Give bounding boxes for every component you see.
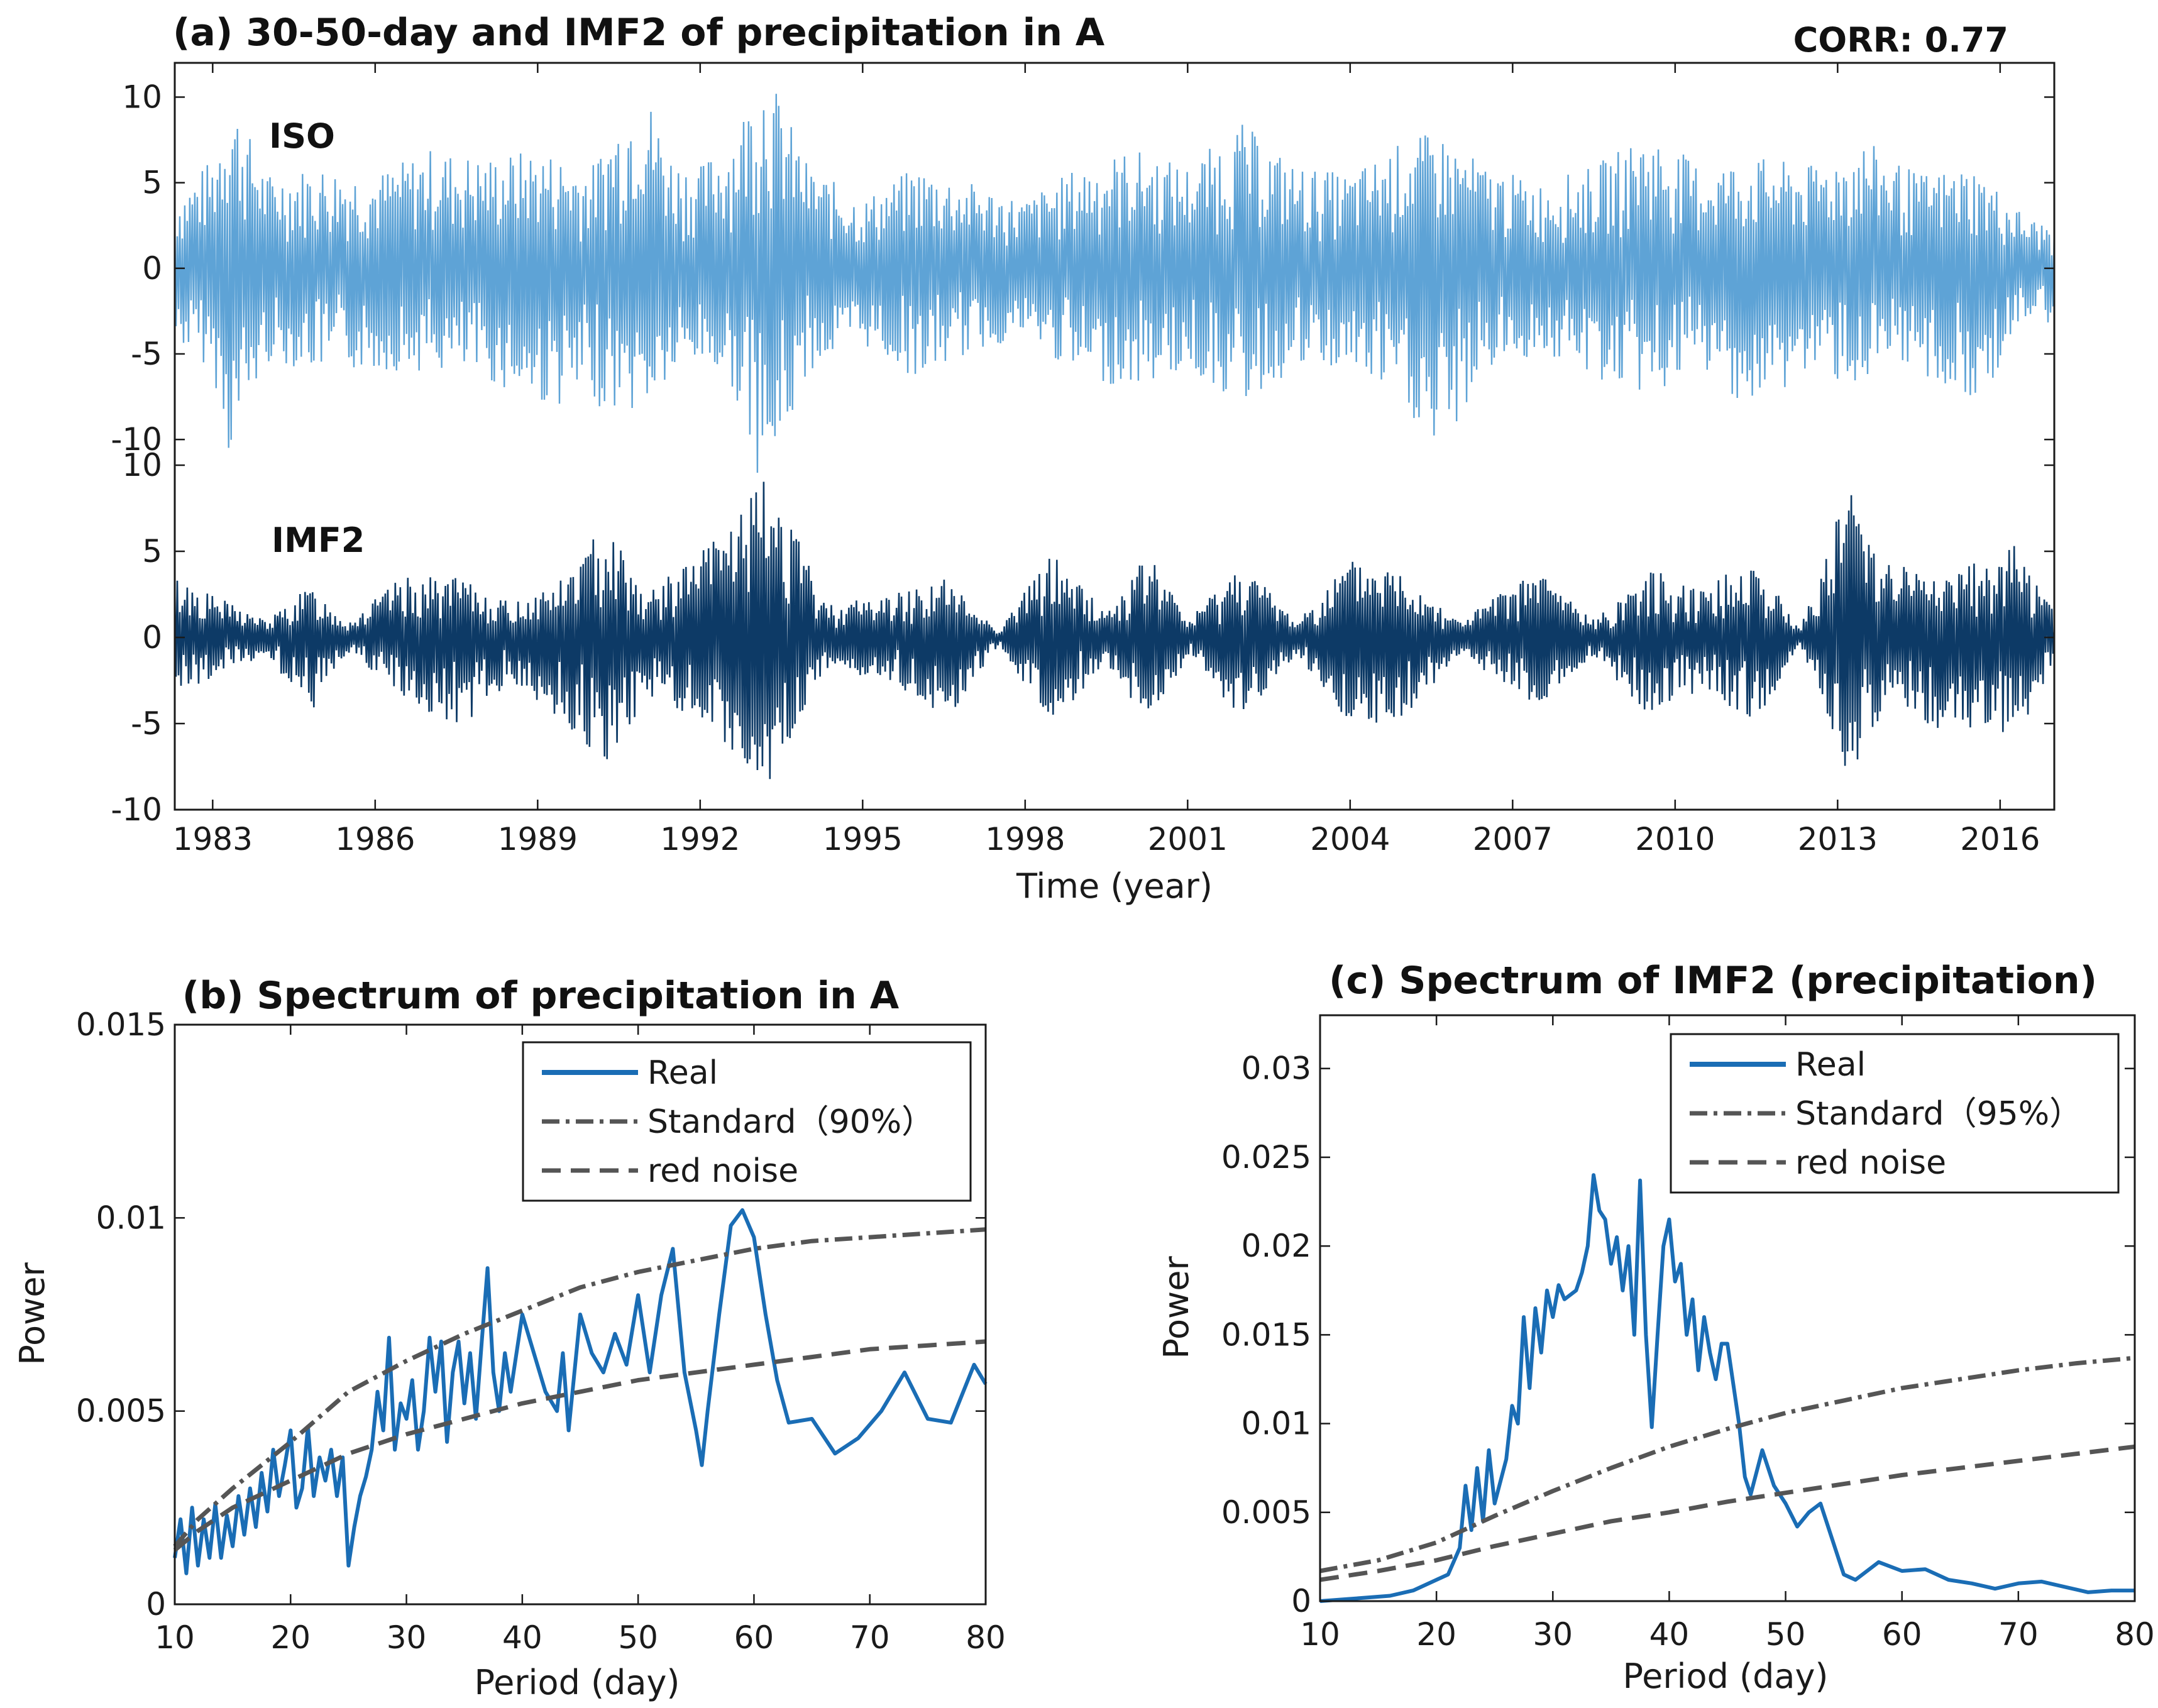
x-tick-label: 2010 xyxy=(1635,821,1715,857)
x-tick-label: 2013 xyxy=(1798,821,1878,857)
x-tick-label: 80 xyxy=(2115,1616,2155,1653)
series-red-noise-line xyxy=(173,1339,986,1552)
imf2-label: IMF2 xyxy=(272,521,365,560)
legend-rednoise-label: red noise xyxy=(1795,1144,1946,1182)
x-tick-label: 80 xyxy=(966,1619,1006,1656)
x-tick-label: 70 xyxy=(850,1619,890,1656)
y-tick-label: 0.01 xyxy=(96,1199,166,1236)
panel-b-legend: Real Standard（90%） red noise xyxy=(522,1041,972,1202)
panel-b: (b) Spectrum of precipitation in A 10 20 3… xyxy=(13,974,1006,1702)
imf2-series xyxy=(173,482,2056,780)
x-tick-label: 60 xyxy=(1882,1616,1922,1653)
series-standard-95-line xyxy=(1319,1355,2135,1573)
panel-c-axes-frame xyxy=(1319,1014,2136,1602)
x-tick-label: 30 xyxy=(1533,1616,1573,1653)
panel-c-ticks: 10 20 30 40 50 60 70 80 0 0.005 0.01 0.015 0.02 0.025… xyxy=(1221,1015,2155,1653)
imf2-line xyxy=(173,482,2056,780)
panel-c-ylabel: Power xyxy=(1157,1256,1196,1359)
imf2-y-tick-label: -10 xyxy=(111,791,162,828)
correlation-label: CORR: 0.77 xyxy=(1793,20,2008,60)
series-red-noise-line xyxy=(1319,1444,2135,1582)
series-real-line xyxy=(173,1208,988,1575)
y-tick-label: 0.02 xyxy=(1241,1228,1311,1264)
panel-a-ticks: 1983 1986 1989 1992 1995 1998 2001 2004 2007 2010… xyxy=(111,63,2054,857)
series-real-line xyxy=(1319,1173,2135,1603)
imf2-y-tick-label: -5 xyxy=(131,705,162,742)
series-standard-90-line xyxy=(173,1227,986,1548)
legend-standard-label: Standard（90%） xyxy=(647,1103,934,1141)
y-tick-label: 0.015 xyxy=(1221,1316,1311,1353)
x-tick-label: 1989 xyxy=(498,821,578,857)
x-tick-label: 20 xyxy=(1416,1616,1456,1653)
y-tick-label: 0 xyxy=(146,1586,166,1623)
x-tick-label: 40 xyxy=(1649,1616,1690,1653)
y-tick-label: 0.03 xyxy=(1241,1050,1311,1087)
iso-y-tick-label: 0 xyxy=(142,250,162,287)
panel-c: (c) Spectrum of IMF2 (precipitation) 10 2… xyxy=(1157,959,2155,1696)
panel-b-axes-frame xyxy=(173,1023,987,1606)
x-tick-label: 10 xyxy=(155,1619,195,1656)
x-tick-label: 2001 xyxy=(1148,821,1228,857)
y-tick-label: 0.025 xyxy=(1221,1139,1311,1176)
panel-b-ticks: 10 20 30 40 50 60 70 80 0 0.005 0.01 0.015 xyxy=(76,1006,1006,1656)
imf2-y-tick-label: 10 xyxy=(122,447,162,483)
y-tick-label: 0.005 xyxy=(1221,1494,1311,1531)
legend-real-label: Real xyxy=(1795,1046,1866,1084)
x-tick-label: 1992 xyxy=(660,821,740,857)
x-tick-label: 30 xyxy=(387,1619,427,1656)
panel-c-title: (c) Spectrum of IMF2 (precipitation) xyxy=(1329,959,2097,1003)
x-tick-label: 1986 xyxy=(335,821,415,857)
y-tick-label: 0.015 xyxy=(76,1006,166,1043)
x-tick-label: 50 xyxy=(1766,1616,1806,1653)
x-tick-label: 1983 xyxy=(173,821,253,857)
panel-c-xlabel: Period (day) xyxy=(1622,1656,1828,1696)
x-tick-label: 60 xyxy=(734,1619,774,1656)
panel-c-series xyxy=(1319,1173,2135,1603)
panel-c-legend-box xyxy=(1670,1033,2120,1194)
panel-a-xlabel: Time (year) xyxy=(1016,866,1213,906)
imf2-y-tick-label: 5 xyxy=(142,533,162,570)
imf2-y-tick-label: 0 xyxy=(142,619,162,656)
iso-line xyxy=(173,94,2056,473)
panel-b-ylabel: Power xyxy=(13,1262,52,1365)
y-tick-label: 0.005 xyxy=(76,1393,166,1430)
legend-real-label: Real xyxy=(647,1054,718,1092)
iso-y-tick-label: 10 xyxy=(122,79,162,115)
iso-series xyxy=(173,94,2056,473)
iso-label: ISO xyxy=(269,116,335,156)
iso-y-tick-label: 5 xyxy=(142,165,162,201)
panel-b-series xyxy=(173,1208,988,1575)
x-tick-label: 1998 xyxy=(985,821,1065,857)
x-tick-label: 50 xyxy=(618,1619,658,1656)
x-tick-label: 2016 xyxy=(1960,821,2040,857)
x-tick-label: 10 xyxy=(1300,1616,1340,1653)
x-tick-label: 20 xyxy=(270,1619,311,1656)
panel-c-legend: Real Standard（95%） red noise xyxy=(1670,1033,2120,1194)
x-tick-label: 40 xyxy=(502,1619,542,1656)
iso-y-tick-label: -10 xyxy=(111,421,162,458)
y-tick-label: 0 xyxy=(1291,1583,1311,1619)
legend-rednoise-label: red noise xyxy=(647,1152,798,1190)
y-tick-label: 0.01 xyxy=(1241,1406,1311,1442)
x-tick-label: 2007 xyxy=(1473,821,1553,857)
iso-y-tick-label: -5 xyxy=(131,336,162,372)
panel-b-xlabel: Period (day) xyxy=(474,1663,680,1702)
panel-a-axes-frame xyxy=(173,62,2056,811)
panel-a-title: (a) 30-50-day and IMF2 of precipitation … xyxy=(173,11,1105,55)
panel-b-legend-box xyxy=(522,1041,972,1202)
x-tick-label: 1995 xyxy=(823,821,903,857)
x-tick-label: 2004 xyxy=(1310,821,1390,857)
panel-b-title: (b) Spectrum of precipitation in A xyxy=(182,974,900,1018)
x-tick-label: 70 xyxy=(1998,1616,2039,1653)
legend-standard-label: Standard（95%） xyxy=(1795,1095,2082,1133)
panel-a: (a) 30-50-day and IMF2 of precipitation … xyxy=(111,11,2056,906)
